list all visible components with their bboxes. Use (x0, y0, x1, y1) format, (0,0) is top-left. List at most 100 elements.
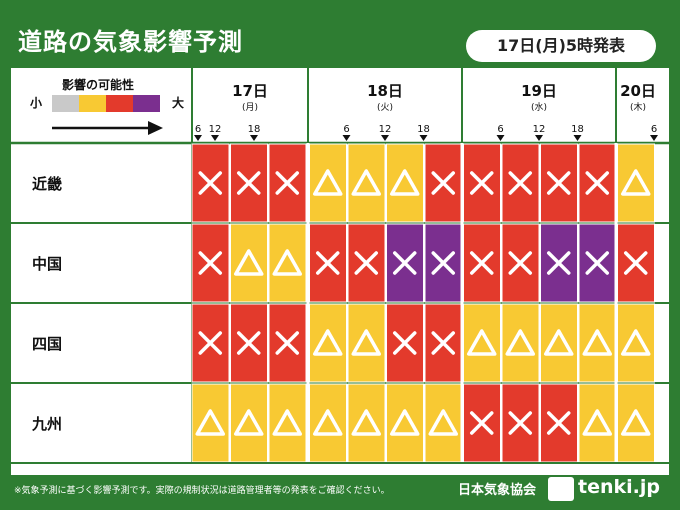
triangle-symbol (505, 329, 535, 356)
cross-symbol (508, 411, 532, 435)
cross-symbol (198, 171, 222, 195)
legend-swatch (52, 95, 79, 112)
time-tick-marker (573, 135, 582, 141)
region-label: 中国 (32, 255, 62, 273)
cross-symbol (470, 171, 494, 195)
triangle-symbol (234, 409, 264, 436)
triangle-symbol (234, 249, 264, 276)
issued-time-badge: 17日(月)5時発表 (466, 30, 656, 62)
weekday-label: (木) (630, 101, 646, 113)
day-label: 17日 (232, 82, 268, 100)
triangle-symbol (544, 329, 574, 356)
cross-symbol (431, 251, 455, 275)
region-label: 四国 (32, 335, 62, 353)
day-label: 19日 (521, 82, 557, 100)
cross-symbol (198, 331, 222, 355)
region-label: 近畿 (32, 175, 62, 193)
triangle-symbol (351, 169, 381, 196)
time-tick-label: 18 (248, 124, 261, 135)
triangle-symbol (621, 409, 651, 436)
time-tick-marker (419, 135, 428, 141)
time-tick-marker (342, 135, 351, 141)
triangle-symbol (390, 169, 420, 196)
time-tick-label: 6 (651, 124, 657, 135)
triangle-symbol (272, 249, 302, 276)
heatmap-cell (268, 223, 307, 303)
triangle-symbol (313, 409, 343, 436)
cross-symbol (547, 251, 571, 275)
day-label: 18日 (367, 82, 403, 100)
legend-title: 影響の可能性 (62, 77, 134, 92)
page-title: 道路の気象影響予測 (18, 28, 243, 56)
agency-name: 日本気象協会 (458, 483, 537, 498)
time-tick-marker (211, 135, 219, 141)
heatmap-cell (463, 303, 501, 383)
triangle-symbol (428, 409, 458, 436)
cross-symbol (508, 171, 532, 195)
triangle-symbol (351, 409, 381, 436)
time-tick-label: 6 (195, 124, 201, 135)
cross-symbol (198, 251, 222, 275)
cross-symbol (508, 251, 532, 275)
heatmap-cell (309, 303, 347, 383)
triangle-symbol (621, 329, 651, 356)
cross-symbol (585, 251, 609, 275)
time-tick-marker (194, 135, 202, 141)
triangle-symbol (195, 409, 225, 436)
triangle-symbol (351, 329, 381, 356)
time-tick-marker (650, 135, 658, 141)
cross-symbol (237, 171, 261, 195)
time-tick-label: 12 (379, 124, 392, 135)
heatmap-cell (347, 303, 386, 383)
tenki-logo-icon (548, 477, 574, 501)
legend-swatch (106, 95, 133, 112)
legend-arrow-head (148, 121, 163, 135)
heatmap-cell (268, 383, 307, 463)
weekday-label: (火) (377, 102, 393, 113)
triangle-symbol (582, 329, 612, 356)
time-tick-marker (381, 135, 389, 141)
time-tick-marker (496, 135, 505, 141)
cross-symbol (624, 251, 648, 275)
heatmap-cell (617, 303, 655, 383)
legend-swatch (79, 95, 106, 112)
cross-symbol (316, 251, 340, 275)
cross-symbol (547, 411, 571, 435)
heatmap-cell (386, 143, 424, 223)
cross-symbol (275, 171, 299, 195)
time-tick-label: 6 (497, 124, 503, 135)
heatmap-cell (578, 383, 617, 463)
triangle-symbol (467, 329, 497, 356)
tenki-logo: tenki.jp (548, 475, 668, 503)
heatmap-cell (309, 383, 347, 463)
footer-note: ※気象予測に基づく影響予測です。実際の規制状況は道路管理者等の発表をご確認くださ… (14, 486, 390, 496)
time-tick-label: 18 (571, 124, 584, 135)
region-label: 九州 (31, 415, 62, 433)
weekday-label: (水) (531, 101, 547, 113)
cross-symbol (393, 331, 417, 355)
time-tick-marker (250, 135, 258, 141)
cross-symbol (470, 251, 494, 275)
cross-symbol (275, 331, 299, 355)
weekday-label: (月) (242, 102, 258, 113)
time-tick-marker (535, 135, 543, 141)
triangle-symbol (272, 409, 302, 436)
time-tick-label: 6 (343, 124, 349, 135)
cross-symbol (393, 251, 417, 275)
tenki-logo-text: tenki.jp (578, 476, 660, 498)
triangle-symbol (313, 329, 343, 356)
heatmap-cell (347, 383, 386, 463)
time-tick-label: 18 (417, 124, 430, 135)
heatmap-cell (347, 143, 386, 223)
legend-swatch (133, 95, 160, 112)
cross-symbol (585, 171, 609, 195)
triangle-symbol (313, 169, 343, 196)
day-label: 20日 (620, 82, 656, 100)
time-tick-label: 12 (533, 124, 546, 135)
cross-symbol (237, 331, 261, 355)
triangle-symbol (621, 169, 651, 196)
heatmap-cell (617, 383, 655, 463)
cross-symbol (470, 411, 494, 435)
cross-symbol (431, 331, 455, 355)
